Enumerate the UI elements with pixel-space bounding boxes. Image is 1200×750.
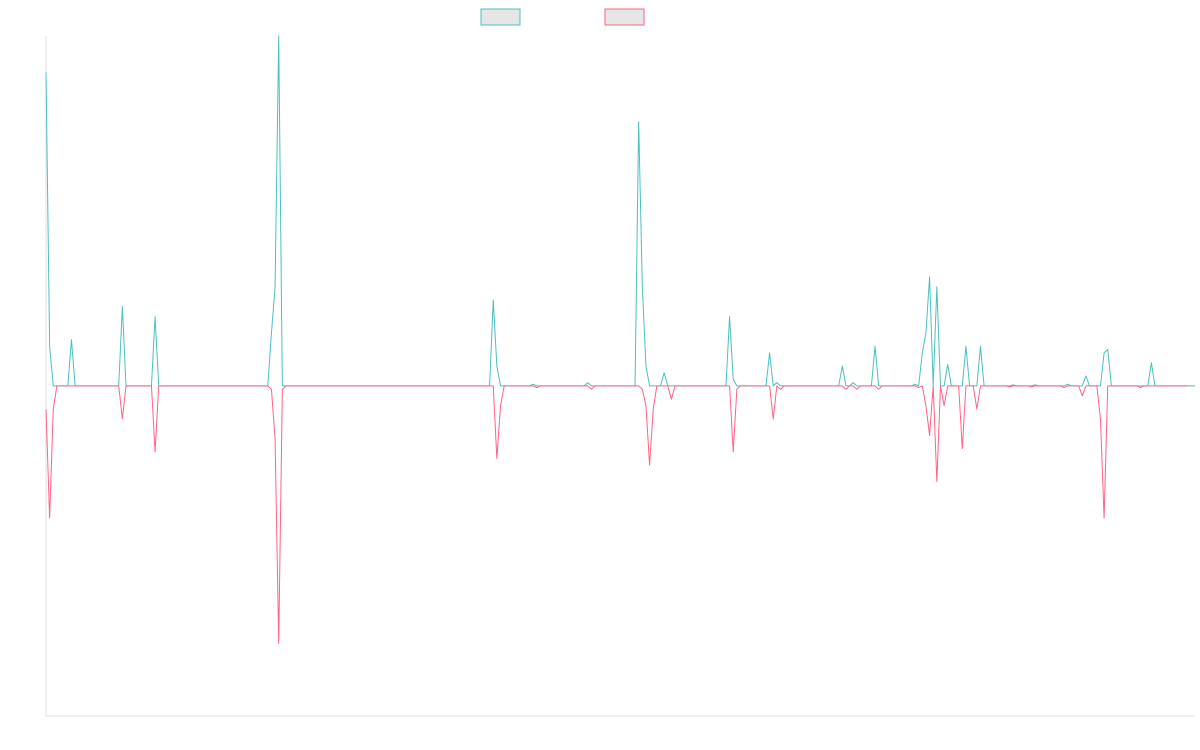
legend-swatch-1[interactable]: [480, 8, 521, 26]
series-line-1: [45, 35, 1195, 387]
legend: [480, 8, 645, 26]
legend-swatch-2[interactable]: [604, 8, 645, 26]
axes: [45, 36, 1195, 717]
plot-area: [45, 35, 1195, 644]
series-line-2: [45, 385, 1188, 644]
